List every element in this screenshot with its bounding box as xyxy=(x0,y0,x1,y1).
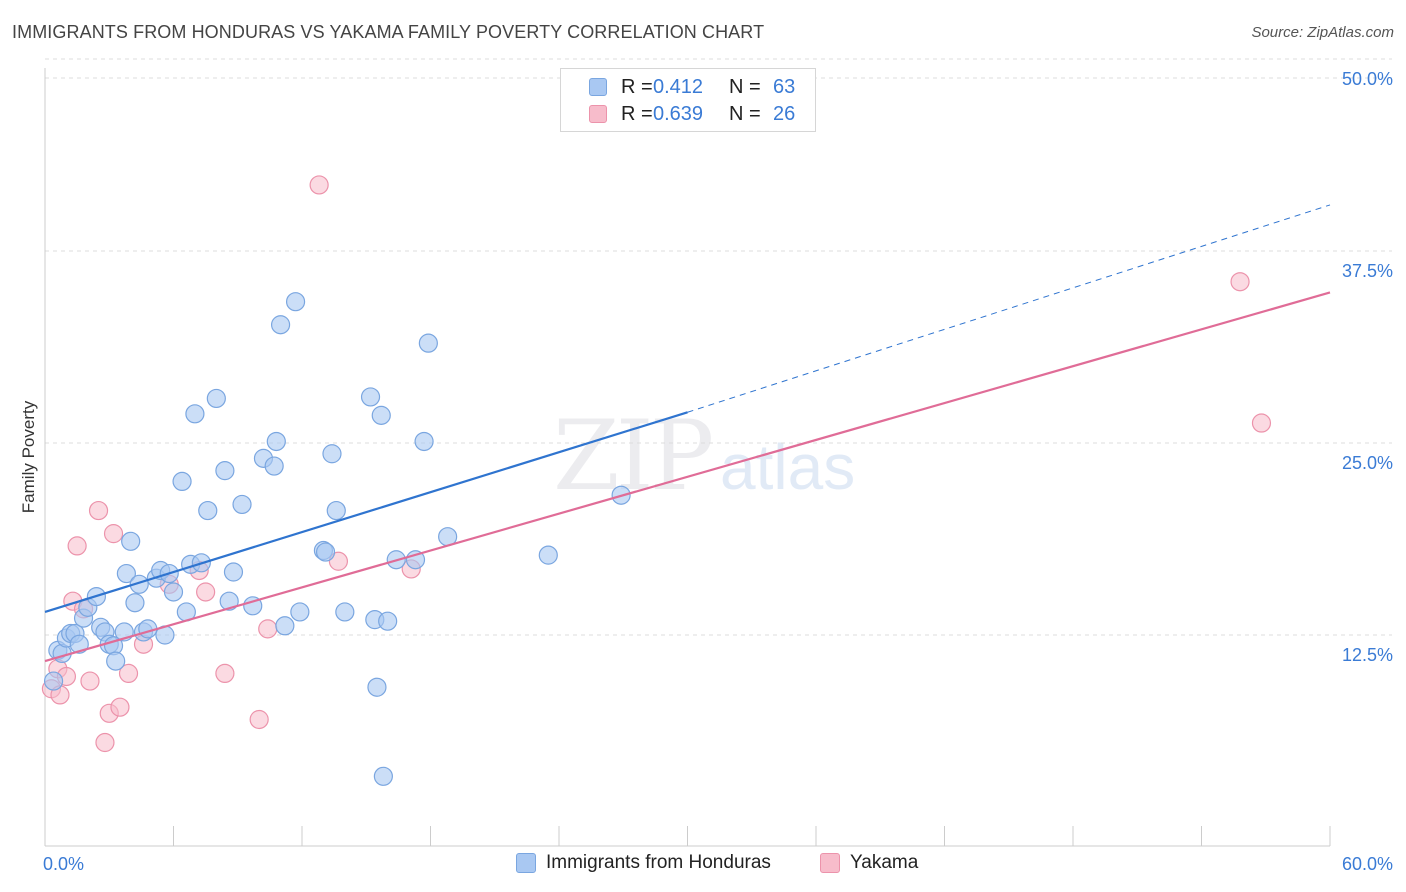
stats-legend: R = 0.412 N = 63 R = 0.639 N = 26 xyxy=(560,68,816,132)
point-honduras xyxy=(172,471,192,491)
point-yakama xyxy=(258,619,278,639)
trend-extension-honduras xyxy=(687,204,1331,413)
point-yakama xyxy=(67,536,87,556)
point-honduras xyxy=(219,591,239,611)
point-honduras xyxy=(206,388,226,409)
legend-row-yakama: R = 0.639 N = 26 xyxy=(589,100,795,128)
point-honduras xyxy=(264,456,284,476)
point-honduras xyxy=(275,616,295,636)
point-honduras xyxy=(106,651,126,671)
y-tick-label: 25.0% xyxy=(1342,453,1393,473)
trend-line-honduras xyxy=(44,411,688,614)
chart-title: IMMIGRANTS FROM HONDURAS VS YAKAMA FAMIL… xyxy=(12,22,765,42)
point-yakama xyxy=(103,524,124,544)
series-swatch-honduras xyxy=(516,853,536,873)
point-honduras xyxy=(373,766,393,786)
point-yakama xyxy=(215,663,235,684)
legend-row-honduras: R = 0.412 N = 63 xyxy=(589,73,795,101)
series-legend: Immigrants from Honduras Yakama xyxy=(0,852,1406,876)
point-honduras xyxy=(270,315,291,335)
y-axis-label: Family Poverty xyxy=(19,400,38,513)
point-honduras xyxy=(223,562,244,582)
point-honduras xyxy=(121,531,141,551)
legend-r-value: 0.639 xyxy=(653,102,704,125)
point-honduras xyxy=(125,593,145,613)
series-swatch-yakama xyxy=(820,853,840,873)
y-tick-label: 50.0% xyxy=(1342,69,1393,89)
point-yakama xyxy=(309,175,329,195)
trend-line-yakama xyxy=(44,291,1331,663)
point-yakama xyxy=(88,500,109,521)
y-tick-label: 12.5% xyxy=(1342,645,1393,665)
point-honduras xyxy=(322,444,342,464)
point-honduras xyxy=(315,542,336,562)
point-honduras xyxy=(198,500,218,521)
point-honduras xyxy=(232,494,252,515)
point-honduras xyxy=(335,602,355,622)
point-yakama xyxy=(118,663,139,684)
source-label: Source: ZipAtlas.com xyxy=(1251,24,1394,41)
x-tick-label: 0.0% xyxy=(43,854,84,874)
legend-r-value: 0.412 xyxy=(653,75,704,98)
point-honduras xyxy=(215,461,235,481)
series-legend-yakama: Yakama xyxy=(820,852,918,874)
legend-n-value: 63 xyxy=(773,75,796,98)
point-honduras xyxy=(163,582,184,602)
series-legend-honduras: Immigrants from Honduras xyxy=(516,852,771,874)
series-label-honduras: Immigrants from Honduras xyxy=(546,852,771,873)
legend-r-label: R = xyxy=(621,102,653,125)
point-yakama xyxy=(1230,272,1250,292)
point-honduras xyxy=(285,292,306,312)
y-tick-label: 37.5% xyxy=(1342,261,1393,281)
legend-r-label: R = xyxy=(621,75,653,98)
point-honduras xyxy=(538,545,558,565)
legend-n-value: 26 xyxy=(773,102,796,125)
point-honduras xyxy=(378,611,398,631)
point-yakama xyxy=(95,732,115,753)
legend-swatch-honduras xyxy=(589,78,607,96)
point-honduras xyxy=(414,431,434,452)
series-label-yakama: Yakama xyxy=(850,852,919,873)
point-honduras xyxy=(367,677,387,697)
point-honduras xyxy=(326,500,346,521)
point-yakama xyxy=(110,697,130,717)
legend-n-label: N = xyxy=(729,102,761,125)
point-honduras xyxy=(185,404,205,424)
point-yakama xyxy=(80,671,100,691)
point-honduras xyxy=(116,563,136,584)
point-honduras xyxy=(418,333,438,353)
point-honduras xyxy=(290,602,310,622)
legend-swatch-yakama xyxy=(589,105,607,123)
point-honduras xyxy=(266,431,286,452)
point-yakama xyxy=(1251,413,1272,433)
point-yakama xyxy=(196,582,216,602)
point-honduras xyxy=(129,574,149,594)
point-yakama xyxy=(249,709,269,730)
point-honduras xyxy=(360,387,381,407)
point-honduras xyxy=(43,671,64,691)
x-tick-label: 60.0% xyxy=(1342,854,1393,874)
point-honduras xyxy=(371,405,391,425)
point-honduras xyxy=(69,634,89,654)
legend-n-label: N = xyxy=(729,75,761,98)
